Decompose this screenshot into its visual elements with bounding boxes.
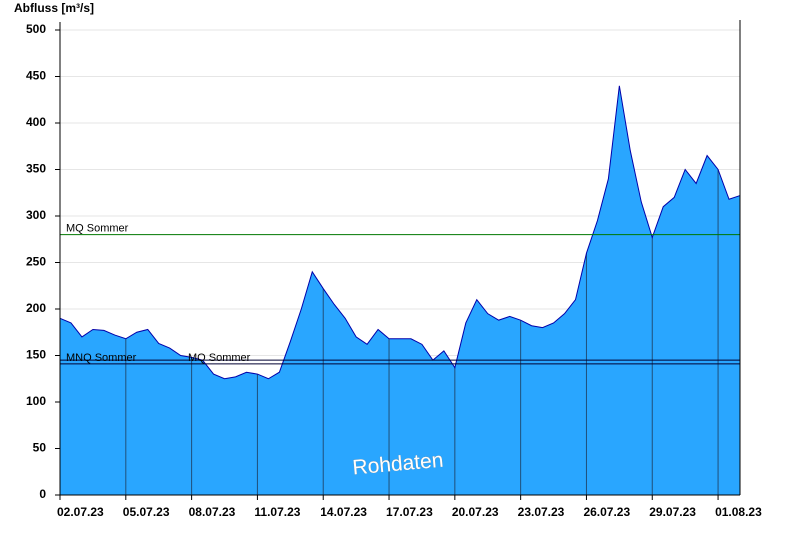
y-tick-label: 200 [26, 301, 46, 315]
y-tick-label: 100 [26, 394, 46, 408]
line [59, 85, 741, 380]
y-tick-label: 500 [26, 22, 46, 36]
reference-label: MQ Sommer [66, 223, 129, 235]
y-tick-label: 250 [26, 255, 46, 269]
x-tick-label: 20.07.23 [452, 505, 499, 519]
x-tick-label: 26.07.23 [583, 505, 630, 519]
y-axis-label: Abfluss [m³/s] [14, 1, 94, 15]
y-tick-label: 50 [33, 441, 47, 455]
y-tick-label: 450 [26, 69, 46, 83]
x-tick-label: 05.07.23 [123, 505, 170, 519]
x-tick-label: 02.07.23 [57, 505, 104, 519]
x-tick-label: 17.07.23 [386, 505, 433, 519]
x-tick-label: 08.07.23 [189, 505, 236, 519]
watermark: Rohdaten [352, 449, 445, 480]
area [60, 85, 740, 496]
y-tick-label: 150 [26, 348, 46, 362]
x-tick-label: 29.07.23 [649, 505, 696, 519]
reference-label: MQ Sommer [188, 352, 251, 364]
y-tick-label: 300 [26, 208, 46, 222]
x-tick-label: 11.07.23 [254, 505, 300, 519]
x-tick-label: 01.08.23 [715, 505, 762, 519]
x-tick-label: 14.07.23 [320, 505, 367, 519]
y-tick-label: 350 [26, 162, 46, 176]
y-tick-label: 400 [26, 115, 46, 129]
x-tick-label: 23.07.23 [518, 505, 565, 519]
y-tick-label: 0 [39, 487, 46, 501]
reference-label: MNQ Sommer [66, 352, 137, 364]
